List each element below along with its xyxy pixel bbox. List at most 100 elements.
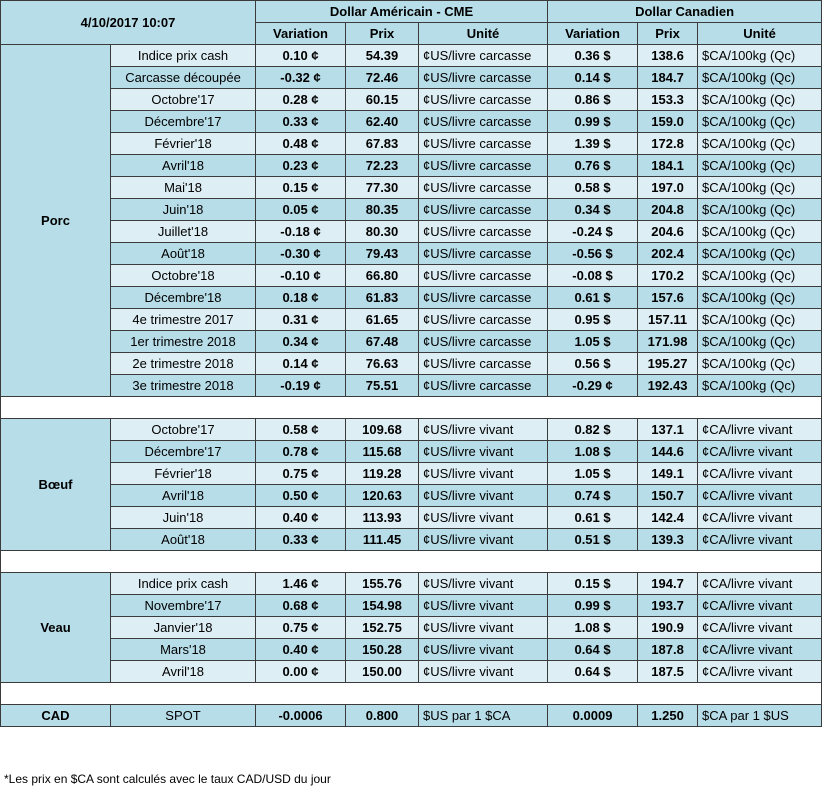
contract-name: 1er trimestre 2018 bbox=[109, 330, 257, 353]
cad-variation: 0.14 $ bbox=[547, 66, 639, 89]
usd-price: 115.68 bbox=[345, 440, 420, 463]
usd-variation: 0.31 ¢ bbox=[255, 308, 347, 331]
contract-name: Octobre'18 bbox=[109, 264, 257, 287]
usd-unit: ¢US/livre carcasse bbox=[418, 220, 549, 243]
table-row: Carcasse découpée -0.32 ¢ 72.46 ¢US/livre c… bbox=[1, 66, 822, 89]
spacer-cell bbox=[0, 550, 822, 573]
cad-unit: $CA/100kg (Qc) bbox=[697, 176, 822, 199]
usd-price: 155.76 bbox=[345, 572, 420, 595]
contract-name: Août'18 bbox=[109, 242, 257, 265]
contract-name: SPOT bbox=[109, 704, 257, 727]
cad-variation: 0.0009 bbox=[547, 704, 639, 727]
cad-variation: 0.74 $ bbox=[547, 484, 639, 507]
cad-unit: $CA/100kg (Qc) bbox=[697, 110, 822, 133]
usd-variation: 0.40 ¢ bbox=[255, 638, 347, 661]
usd-unit: ¢US/livre carcasse bbox=[418, 154, 549, 177]
category-label: Veau bbox=[0, 572, 111, 683]
usd-variation: 0.15 ¢ bbox=[255, 176, 347, 199]
contract-name: Juillet'18 bbox=[109, 220, 257, 243]
cad-price: 142.4 bbox=[637, 506, 699, 529]
usd-price: 150.00 bbox=[345, 660, 420, 683]
usd-unit: ¢US/livre vivant bbox=[418, 616, 549, 639]
usd-price: 72.23 bbox=[345, 154, 420, 177]
usd-unit: ¢US/livre vivant bbox=[418, 484, 549, 507]
table-row: Veau Indice prix cash 1.46 ¢ 155.76 ¢US/livr… bbox=[0, 572, 822, 683]
cad-unit: ¢CA/livre vivant bbox=[697, 418, 822, 441]
usd-price-header: Prix bbox=[345, 22, 420, 45]
cad-unit-header: Unité bbox=[697, 22, 822, 45]
usd-variation: 0.05 ¢ bbox=[255, 198, 347, 221]
cad-price: 184.1 bbox=[637, 154, 699, 177]
usd-unit-header: Unité bbox=[418, 22, 549, 45]
usd-price: 119.28 bbox=[345, 462, 420, 485]
cad-unit: ¢CA/livre vivant bbox=[697, 616, 822, 639]
usd-price: 67.83 bbox=[345, 132, 420, 155]
table-row: Mai'18 0.15 ¢ 77.30 ¢US/livre carcasse 0.58 … bbox=[1, 176, 822, 199]
contract-name: Février'18 bbox=[109, 132, 257, 155]
table-row: Novembre'17 0.68 ¢ 154.98 ¢US/livre vivant 0… bbox=[1, 594, 822, 617]
cad-price-header: Prix bbox=[637, 22, 699, 45]
usd-unit: ¢US/livre vivant bbox=[418, 594, 549, 617]
cad-variation: 1.05 $ bbox=[547, 462, 639, 485]
cad-unit: $CA/100kg (Qc) bbox=[697, 264, 822, 287]
usd-unit: ¢US/livre carcasse bbox=[418, 110, 549, 133]
usd-unit: ¢US/livre carcasse bbox=[418, 242, 549, 265]
cad-spot-row: CAD SPOT -0.0006 0.800 $US par 1 $CA 0.0009 1.… bbox=[0, 704, 822, 727]
usd-variation: 0.34 ¢ bbox=[255, 330, 347, 353]
usd-variation: 0.14 ¢ bbox=[255, 352, 347, 375]
cad-price: 150.7 bbox=[637, 484, 699, 507]
contract-name: Août'18 bbox=[109, 528, 257, 551]
contract-name: Indice prix cash bbox=[109, 572, 257, 595]
contract-name: Avril'18 bbox=[109, 660, 257, 683]
cad-variation: -0.29 ¢ bbox=[547, 374, 639, 397]
contract-name: Mars'18 bbox=[109, 638, 257, 661]
contract-name: Juin'18 bbox=[109, 198, 257, 221]
cad-unit: $CA/100kg (Qc) bbox=[697, 242, 822, 265]
table-row: Juillet'18 -0.18 ¢ 80.30 ¢US/livre carcasse… bbox=[1, 220, 822, 243]
contract-name: 3e trimestre 2018 bbox=[109, 374, 257, 397]
cad-price: 139.3 bbox=[637, 528, 699, 551]
usd-price: 80.35 bbox=[345, 198, 420, 221]
cad-price: 138.6 bbox=[637, 44, 699, 67]
cad-unit: $CA/100kg (Qc) bbox=[697, 286, 822, 309]
cad-unit: ¢CA/livre vivant bbox=[697, 638, 822, 661]
usd-price: 111.45 bbox=[345, 528, 420, 551]
category-label: CAD bbox=[0, 704, 111, 727]
cad-variation: -0.08 $ bbox=[547, 264, 639, 287]
cad-variation: 1.08 $ bbox=[547, 616, 639, 639]
usd-price: 113.93 bbox=[345, 506, 420, 529]
usd-variation: 0.23 ¢ bbox=[255, 154, 347, 177]
usd-price: 54.39 bbox=[345, 44, 420, 67]
table-row: 2e trimestre 2018 0.14 ¢ 76.63 ¢US/livre ca… bbox=[1, 352, 822, 375]
category-label: Porc bbox=[0, 44, 111, 397]
usd-variation: 0.10 ¢ bbox=[255, 44, 347, 67]
table-row: Février'18 0.75 ¢ 119.28 ¢US/livre vivant 1.… bbox=[1, 462, 822, 485]
usd-unit: ¢US/livre carcasse bbox=[418, 264, 549, 287]
usd-price: 80.30 bbox=[345, 220, 420, 243]
usd-variation: 0.33 ¢ bbox=[255, 110, 347, 133]
contract-name: Janvier'18 bbox=[109, 616, 257, 639]
table-row: Février'18 0.48 ¢ 67.83 ¢US/livre carcasse 1… bbox=[1, 132, 822, 155]
usd-price: 77.30 bbox=[345, 176, 420, 199]
contract-name: Juin'18 bbox=[109, 506, 257, 529]
usd-unit: ¢US/livre carcasse bbox=[418, 352, 549, 375]
spacer-cell bbox=[0, 682, 822, 705]
usd-group-header: Dollar Américain - CME bbox=[255, 0, 549, 23]
table-row: Bœuf Octobre'17 0.58 ¢ 109.68 ¢US/livre viva… bbox=[0, 418, 822, 551]
usd-price: 150.28 bbox=[345, 638, 420, 661]
cad-price: 159.0 bbox=[637, 110, 699, 133]
cad-unit: $CA/100kg (Qc) bbox=[697, 132, 822, 155]
cad-price: 193.7 bbox=[637, 594, 699, 617]
usd-unit: ¢US/livre vivant bbox=[418, 528, 549, 551]
cad-unit: ¢CA/livre vivant bbox=[697, 660, 822, 683]
cad-variation: 0.64 $ bbox=[547, 638, 639, 661]
usd-unit: ¢US/livre carcasse bbox=[418, 330, 549, 353]
usd-unit: ¢US/livre vivant bbox=[418, 506, 549, 529]
cad-variation: 1.08 $ bbox=[547, 440, 639, 463]
usd-price: 61.65 bbox=[345, 308, 420, 331]
table-row: 1er trimestre 2018 0.34 ¢ 67.48 ¢US/livre c… bbox=[1, 330, 822, 353]
spacer-row bbox=[0, 396, 822, 419]
contract-name: Décembre'17 bbox=[109, 110, 257, 133]
usd-unit: ¢US/livre carcasse bbox=[418, 44, 549, 67]
usd-variation: 0.50 ¢ bbox=[255, 484, 347, 507]
